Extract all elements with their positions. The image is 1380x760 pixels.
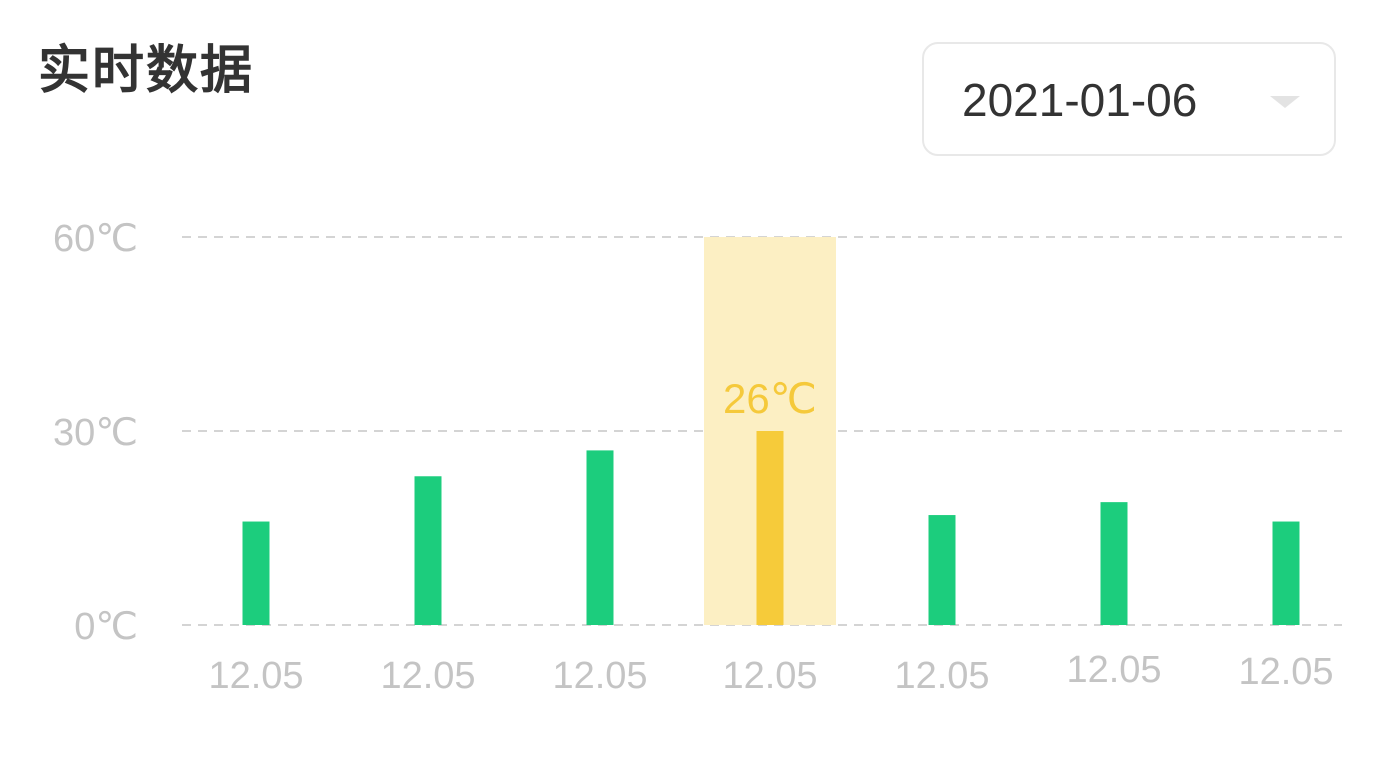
- x-tick-label: 12.05: [722, 655, 817, 697]
- x-tick-label: 12.05: [208, 655, 303, 697]
- labels: 0℃ 30℃ 60℃ 12.05 12.05 12.05 12.05 12.05 12.05 12…: [53, 218, 1334, 697]
- bar[interactable]: [928, 515, 956, 625]
- x-tick-label: 12.05: [894, 655, 989, 697]
- page-title: 实时数据: [38, 41, 255, 101]
- x-tick-label: 12.05: [1066, 649, 1161, 691]
- bars: [242, 431, 1300, 625]
- y-tick-label: 30℃: [53, 412, 138, 454]
- caret-down-icon[interactable]: [1270, 96, 1300, 108]
- bar[interactable]: [586, 450, 614, 625]
- bar[interactable]: [1100, 502, 1128, 625]
- bar[interactable]: [414, 476, 442, 625]
- y-tick-label: 60℃: [53, 218, 138, 260]
- x-tick-label: 12.05: [380, 655, 475, 697]
- x-tick-label: 12.05: [1238, 651, 1333, 693]
- bar[interactable]: [1272, 521, 1300, 625]
- y-tick-label: 0℃: [74, 606, 138, 648]
- date-picker[interactable]: 2021-01-06: [922, 42, 1336, 156]
- bar-active[interactable]: [756, 431, 784, 625]
- active-value-label: 26℃: [723, 375, 817, 422]
- x-tick-label: 12.05: [552, 655, 647, 697]
- date-value: 2021-01-06: [962, 74, 1198, 126]
- bar[interactable]: [242, 521, 270, 625]
